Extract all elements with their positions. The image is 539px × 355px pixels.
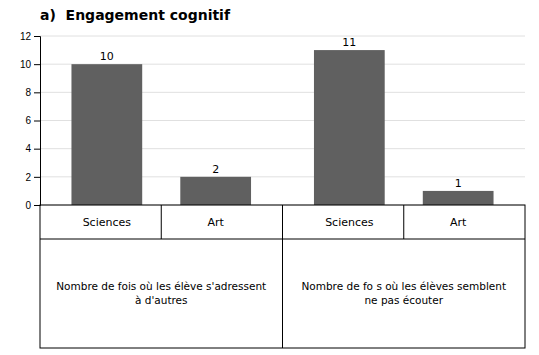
y-tick-mark	[34, 205, 40, 206]
y-tick-mark	[34, 149, 40, 150]
y-tick-label: 6	[25, 115, 31, 126]
y-tick: 8	[25, 87, 40, 98]
group-label: Nombre de fois où les élève s'adressentà…	[56, 280, 266, 306]
category-label: Sciences	[83, 216, 132, 229]
y-tick-label: 8	[25, 87, 31, 98]
y-tick: 6	[25, 115, 40, 126]
group-separator	[282, 205, 283, 348]
y-tick-mark	[34, 36, 40, 37]
category-separator	[403, 205, 404, 239]
bars	[71, 50, 493, 205]
category-separator	[161, 205, 162, 239]
y-tick: 10	[20, 59, 40, 70]
bar	[423, 191, 494, 205]
y-tick-mark	[34, 64, 40, 65]
y-tick-mark	[34, 121, 40, 122]
y-tick: 4	[25, 143, 40, 154]
category-label: Art	[207, 216, 224, 229]
y-tick-mark	[34, 177, 40, 178]
y-axis-line	[34, 37, 41, 206]
label-box-frame	[40, 205, 525, 348]
y-tick-label: 12	[20, 31, 32, 42]
y-tick: 12	[20, 31, 40, 42]
bar	[180, 177, 251, 205]
label-box: Sciences Art Sciences Art Nombre de fois où …	[40, 205, 525, 348]
y-tick-label: 10	[20, 59, 32, 70]
data-labels: 102111	[100, 36, 462, 190]
title: a) Engagement cognitif	[40, 7, 231, 23]
group-label: Nombre de fo s où les élèves semblentne …	[301, 280, 506, 306]
grid	[40, 36, 525, 205]
category-label: Art	[450, 216, 467, 229]
y-tick-label: 4	[25, 143, 31, 154]
data-label: 1	[455, 177, 462, 190]
chart: a) Engagement cognitif024681012102111Sci…	[0, 0, 539, 355]
y-axis: 0 2 4 6 8 10 12	[20, 31, 41, 211]
data-label: 10	[100, 50, 114, 63]
bar	[71, 64, 142, 205]
y-tick-label: 2	[25, 172, 31, 183]
data-label: 11	[342, 36, 356, 49]
y-tick-mark	[34, 92, 40, 93]
bar	[314, 50, 385, 205]
grid-line	[40, 36, 525, 37]
y-tick: 2	[25, 172, 40, 183]
data-label: 2	[212, 163, 219, 176]
y-tick: 0	[25, 200, 40, 211]
category-label: Sciences	[325, 216, 374, 229]
y-tick-label: 0	[25, 200, 31, 211]
